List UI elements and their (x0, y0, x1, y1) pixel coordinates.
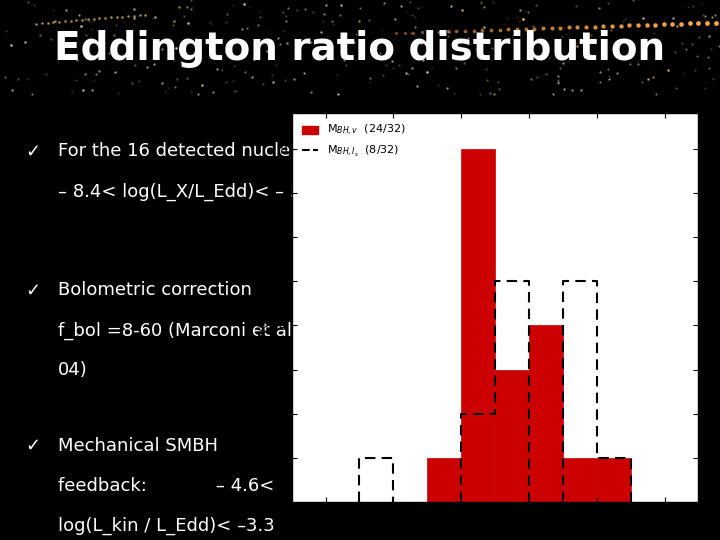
Text: f_bol =8-60 (Marconi et al.: f_bol =8-60 (Marconi et al. (58, 321, 298, 340)
Bar (563, 458, 597, 502)
Bar (427, 458, 461, 502)
X-axis label: log $(L_x/L_{Edd})$: log $(L_x/L_{Edd})$ (458, 525, 532, 540)
Text: 04): 04) (58, 361, 88, 380)
Text: ✓: ✓ (25, 437, 40, 455)
Text: ✓: ✓ (25, 281, 40, 299)
Bar (597, 458, 631, 502)
Bar (495, 370, 529, 502)
Text: – 8.4< log(L_X/L_Edd)< – 5.8: – 8.4< log(L_X/L_Edd)< – 5.8 (58, 183, 319, 201)
Text: ✓: ✓ (25, 143, 40, 160)
Text: Eddington ratio distribution: Eddington ratio distribution (55, 30, 665, 68)
Text: log(L_kin / L_Edd)< –3.3: log(L_kin / L_Edd)< –3.3 (58, 517, 275, 536)
Y-axis label: $N(L_x / L_{Edd})$: $N(L_x / L_{Edd})$ (257, 278, 273, 338)
Legend: M$_{BH,v}$  (24/32), M$_{BH,I_s}$  (8/32): M$_{BH,v}$ (24/32), M$_{BH,I_s}$ (8/32) (297, 119, 410, 164)
Bar (461, 148, 495, 502)
Text: Bolometric correction: Bolometric correction (58, 281, 252, 299)
Bar (529, 326, 563, 502)
Text: feedback:            – 4.6<: feedback: – 4.6< (58, 477, 274, 495)
Text: For the 16 detected nuclei: For the 16 detected nuclei (58, 143, 295, 160)
Text: Mechanical SMBH: Mechanical SMBH (58, 437, 218, 455)
